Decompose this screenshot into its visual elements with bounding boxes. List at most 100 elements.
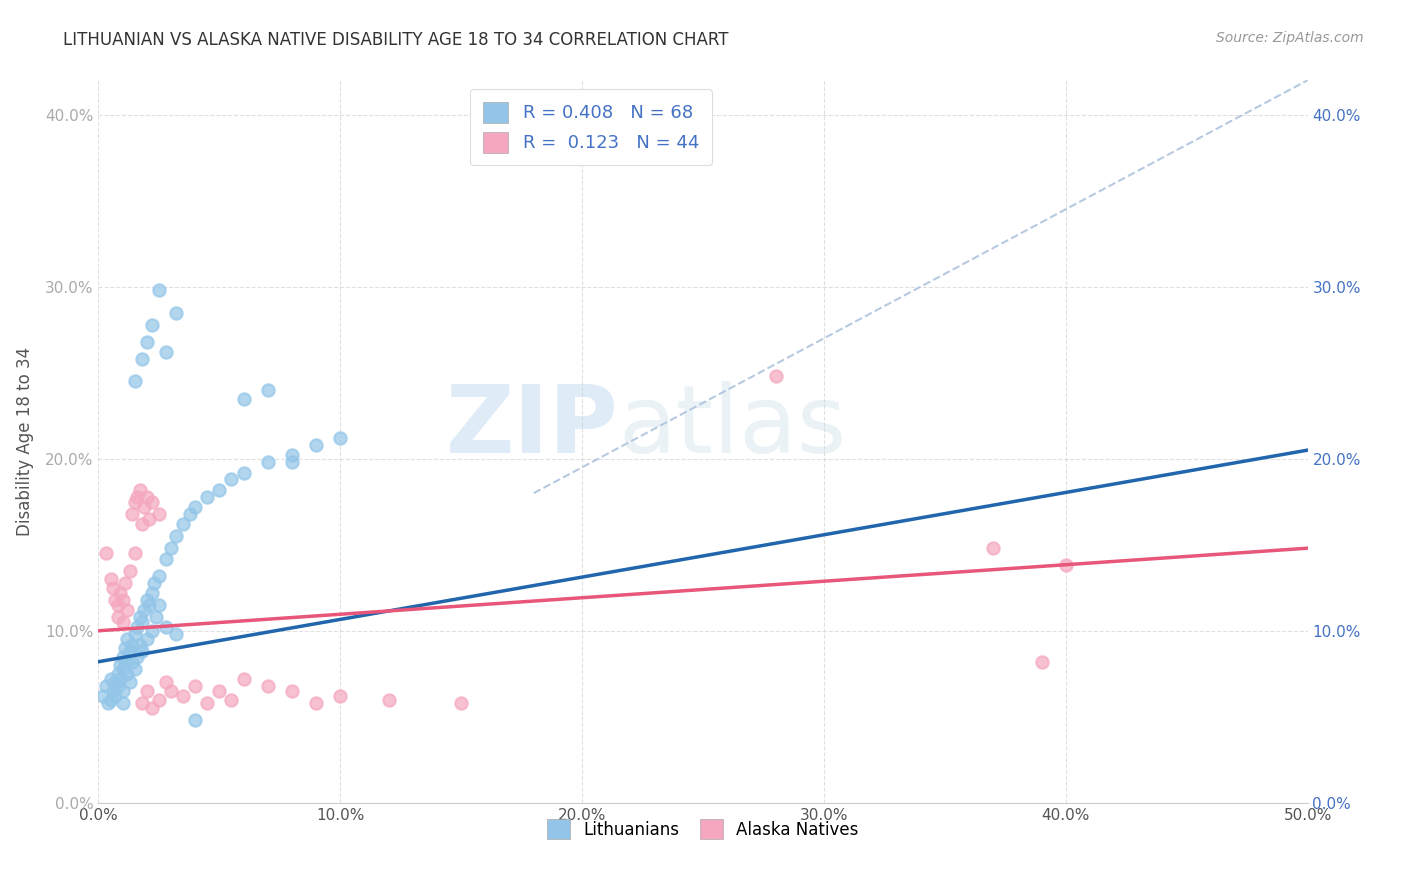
Point [118, 564, 141, 578]
Point [377, 692, 399, 706]
Point [111, 662, 134, 676]
Point [165, 305, 187, 319]
Legend: Lithuanians, Alaska Natives: Lithuanians, Alaska Natives [537, 809, 869, 848]
Point [107, 679, 129, 693]
Point [131, 615, 153, 630]
Point [256, 679, 278, 693]
Point [111, 684, 134, 698]
Point [141, 701, 163, 715]
Point [329, 689, 352, 703]
Text: LITHUANIAN VS ALASKA NATIVE DISABILITY AGE 18 TO 34 CORRELATION CHART: LITHUANIAN VS ALASKA NATIVE DISABILITY A… [63, 31, 728, 49]
Point [111, 615, 134, 630]
Point [141, 624, 163, 638]
Point [131, 696, 153, 710]
Point [121, 507, 143, 521]
Point [1054, 558, 1077, 573]
Point [138, 512, 160, 526]
Point [221, 692, 243, 706]
Point [135, 334, 157, 349]
Point [141, 318, 163, 332]
Point [104, 592, 127, 607]
Point [118, 644, 141, 658]
Point [148, 568, 170, 582]
Point [148, 692, 170, 706]
Point [94, 679, 117, 693]
Point [134, 500, 156, 514]
Point [256, 455, 278, 469]
Point [221, 472, 243, 486]
Point [138, 598, 160, 612]
Point [329, 431, 352, 445]
Point [104, 675, 127, 690]
Point [148, 507, 170, 521]
Point [232, 466, 254, 480]
Point [160, 684, 183, 698]
Point [101, 581, 124, 595]
Point [155, 620, 177, 634]
Point [107, 610, 129, 624]
Point [100, 692, 122, 706]
Point [208, 684, 231, 698]
Point [195, 490, 218, 504]
Point [184, 500, 207, 514]
Point [107, 666, 129, 681]
Point [305, 438, 328, 452]
Point [111, 696, 134, 710]
Point [145, 610, 167, 624]
Point [121, 655, 143, 669]
Point [131, 644, 153, 658]
Point [100, 572, 122, 586]
Point [765, 369, 787, 384]
Point [94, 546, 117, 560]
Point [135, 490, 157, 504]
Point [104, 689, 127, 703]
Point [172, 517, 194, 532]
Point [232, 392, 254, 406]
Point [1031, 655, 1053, 669]
Point [121, 638, 143, 652]
Point [981, 541, 1004, 556]
Point [141, 494, 163, 508]
Point [118, 675, 141, 690]
Point [108, 672, 131, 686]
Text: ZIP: ZIP [446, 381, 619, 473]
Point [117, 632, 139, 647]
Point [143, 575, 166, 590]
Point [108, 586, 131, 600]
Point [281, 448, 304, 462]
Point [127, 620, 149, 634]
Point [124, 662, 146, 676]
Point [127, 490, 149, 504]
Point [111, 592, 134, 607]
Point [111, 649, 134, 664]
Point [172, 689, 194, 703]
Point [256, 383, 278, 397]
Text: atlas: atlas [619, 381, 846, 473]
Point [131, 517, 153, 532]
Point [179, 507, 201, 521]
Point [160, 541, 183, 556]
Point [114, 640, 136, 655]
Point [117, 666, 139, 681]
Point [128, 610, 150, 624]
Point [107, 598, 129, 612]
Point [124, 546, 146, 560]
Point [135, 684, 157, 698]
Point [155, 345, 177, 359]
Point [232, 672, 254, 686]
Point [305, 696, 328, 710]
Point [208, 483, 231, 497]
Point [114, 575, 136, 590]
Point [124, 375, 146, 389]
Point [101, 684, 124, 698]
Point [165, 627, 187, 641]
Point [281, 455, 304, 469]
Point [281, 684, 304, 698]
Point [91, 689, 114, 703]
Point [124, 627, 146, 641]
Point [100, 672, 122, 686]
Point [108, 658, 131, 673]
Point [155, 551, 177, 566]
Point [148, 598, 170, 612]
Point [450, 696, 472, 710]
